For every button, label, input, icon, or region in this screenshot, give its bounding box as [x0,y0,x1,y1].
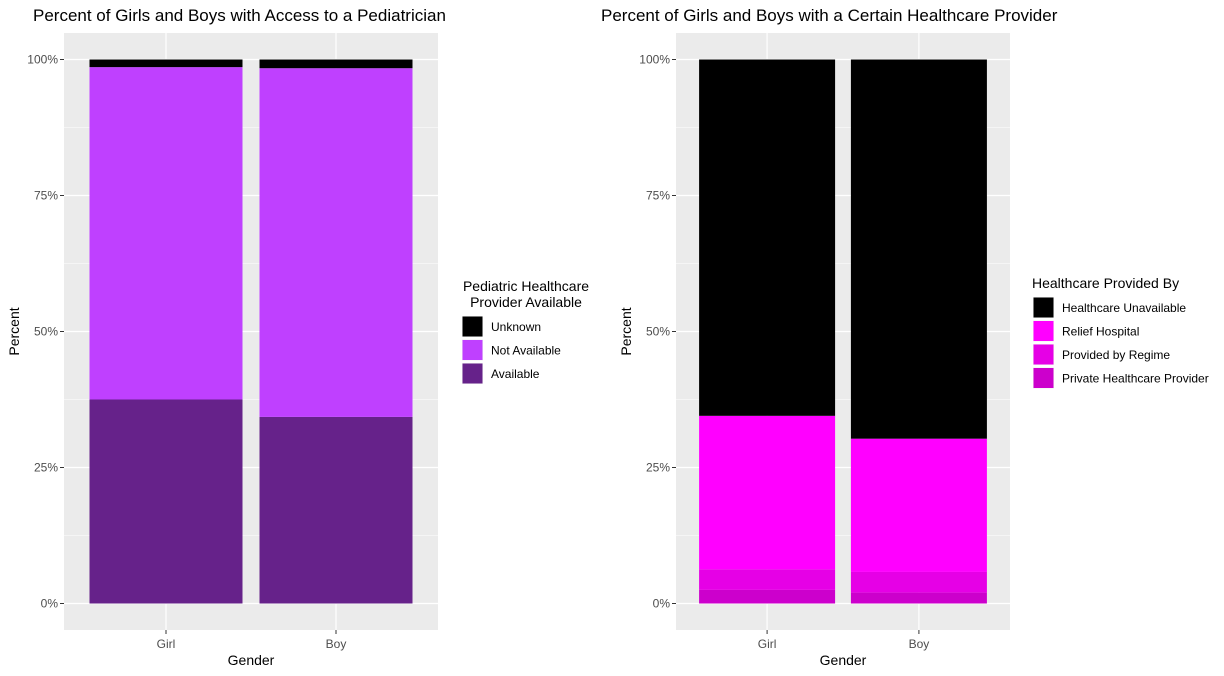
legend: Healthcare Provided By Healthcare Unavail… [1032,275,1209,389]
x-tick-label: Boy [326,637,347,651]
legend-label: Provided by Regime [1062,348,1170,362]
legend-swatch [1033,297,1054,318]
y-tick-label: 75% [646,189,670,203]
x-tick-label: Boy [909,637,930,651]
bar-girl-private-healthcare-provider [699,589,836,604]
chart-panel-1: Percent of Girls and Boys with Access to… [6,6,589,668]
x-tick-label: Girl [157,637,176,651]
y-tick-label: 25% [646,461,670,475]
y-axis-title: Percent [618,307,634,355]
bar-boy-provided-by-regime [850,571,987,593]
y-tick-label: 25% [34,461,58,475]
y-axis-title: Percent [6,307,22,355]
chart-title: Percent of Girls and Boys with a Certain… [601,6,1058,25]
bar-boy-healthcare-unavailable [850,59,987,439]
legend-swatch [462,363,483,384]
y-tick-label: 0% [653,597,671,611]
bar-boy-relief-hospital [850,438,987,572]
legend-swatch [1033,321,1054,341]
bar-boy-not-available [259,68,413,417]
legend-label: Unknown [491,320,541,334]
bar-boy-unknown [259,59,413,69]
legend-swatch [462,340,483,360]
x-axis-title: Gender [228,652,275,668]
bar-girl-healthcare-unavailable [699,59,836,416]
bar-girl-not-available [89,67,243,400]
y-tick-label: 0% [41,597,59,611]
legend-label: Relief Hospital [1062,325,1139,339]
bar-girl-unknown [89,59,243,68]
legend-label: Not Available [491,344,561,358]
chart-title: Percent of Girls and Boys with Access to… [33,6,446,25]
legend-label: Private Healthcare Provider [1062,372,1209,386]
legend-title: Healthcare Provided By [1032,275,1179,291]
y-tick-label: 100% [639,53,670,67]
legend-swatch [1033,368,1054,388]
legend-label: Available [491,367,540,381]
legend-title: Provider Available [470,294,582,310]
y-tick-label: 100% [27,53,58,67]
bar-girl-relief-hospital [699,415,836,570]
y-tick-label: 50% [646,325,670,339]
legend-swatch [1033,344,1054,365]
x-tick-label: Girl [758,637,777,651]
bar-girl-provided-by-regime [699,569,836,590]
x-axis-title: Gender [820,652,867,668]
bar-boy-available [259,416,413,604]
y-tick-label: 75% [34,189,58,203]
bar-boy-private-healthcare-provider [850,592,987,604]
legend-label: Healthcare Unavailable [1062,301,1186,315]
y-tick-label: 50% [34,325,58,339]
legend-swatch [462,316,483,337]
bar-girl-available [89,399,243,604]
chart-panel-2: Percent of Girls and Boys with a Certain… [601,6,1209,668]
legend-title: Pediatric Healthcare [463,278,589,294]
